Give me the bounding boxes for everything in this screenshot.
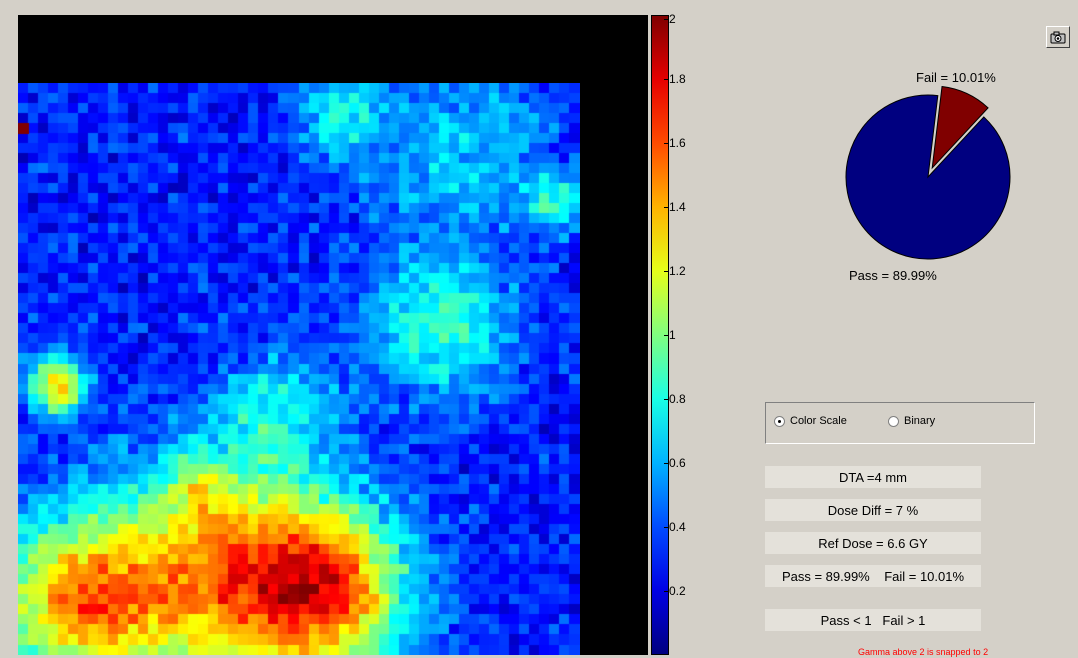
colorbar-tick-label: 1.4 [664, 200, 686, 214]
dta-readout: DTA =4 mm [765, 466, 981, 488]
pie-fail-label: Fail = 10.01% [916, 70, 996, 85]
pie-pass-label: Pass = 89.99% [849, 268, 937, 283]
colorbar-tick-label: 1 [664, 328, 676, 342]
pie-slice-fail [931, 85, 989, 170]
display-mode-group: Color Scale Binary [765, 402, 1035, 444]
dose-diff-readout: Dose Diff = 7 % [765, 499, 981, 521]
colorbar-tick-label: 0.2 [664, 584, 686, 598]
colorbar-tick-label: 1.6 [664, 136, 686, 150]
gamma-heatmap [18, 83, 580, 655]
binary-radio-indicator[interactable] [888, 415, 899, 427]
color-scale-label: Color Scale [790, 415, 847, 427]
camera-button[interactable] [1046, 26, 1070, 48]
binary-label: Binary [904, 415, 936, 427]
colorbar-tick-label: 1.2 [664, 264, 686, 278]
colorbar-tick-label: 0.8 [664, 392, 686, 406]
pass-fail-pie-chart [845, 85, 1011, 260]
ref-dose-readout: Ref Dose = 6.6 GY [765, 532, 981, 554]
criteria-readout: Pass < 1 Fail > 1 [765, 609, 981, 631]
colorbar-tick-label: 2 [664, 12, 676, 26]
pie-slice-pass [845, 94, 1011, 260]
colorbar-tick-label: 0.6 [664, 456, 686, 470]
colorbar-tick-label: 0.4 [664, 520, 686, 534]
colorbar-tick-label: 1.8 [664, 72, 686, 86]
gamma-map-panel [18, 15, 648, 655]
gamma-snap-note: Gamma above 2 is snapped to 2 [858, 647, 989, 657]
color-scale-radio[interactable]: Color Scale [774, 415, 847, 427]
binary-radio[interactable]: Binary [888, 415, 935, 427]
color-scale-radio-indicator[interactable] [774, 415, 785, 427]
camera-icon [1050, 31, 1066, 44]
pass-fail-readout: Pass = 89.99% Fail = 10.01% [765, 565, 981, 587]
